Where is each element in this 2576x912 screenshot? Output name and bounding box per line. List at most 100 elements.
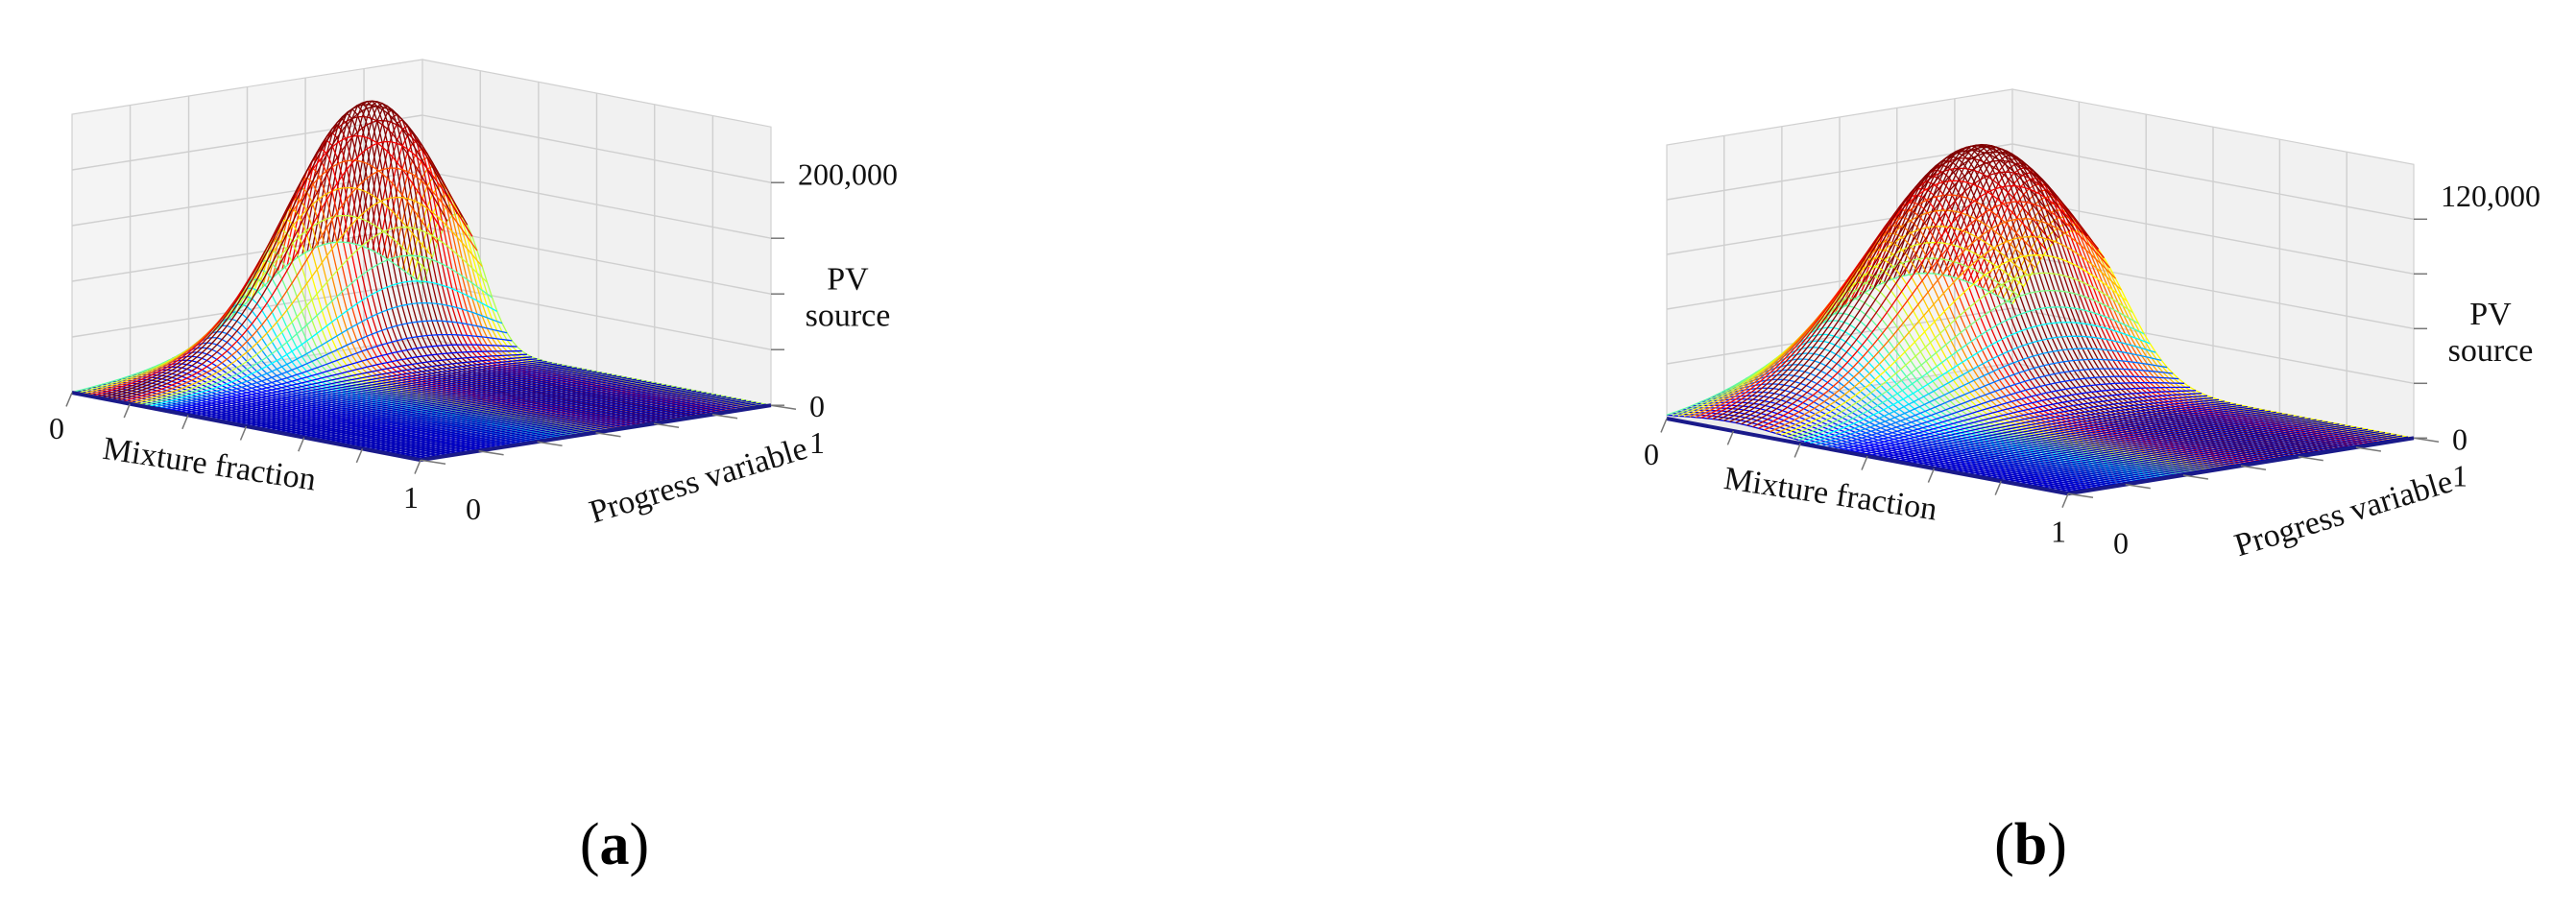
z-tick-label: 200,000 [798, 157, 898, 192]
surface-line-mf [1855, 393, 2203, 455]
y-axis-label: Progress variable [586, 431, 812, 531]
surface-line-mf [1775, 235, 2122, 435]
surface-line-mf [1838, 382, 2185, 451]
x-tick-label: 1 [403, 480, 419, 515]
surface-line-mf [371, 395, 722, 451]
surface-line-mf [280, 377, 632, 434]
caption-b: (b) [1994, 812, 2067, 877]
z-axis-label-line2: source [806, 299, 891, 334]
surface-line-mf [151, 302, 503, 409]
surface-line-mf [246, 371, 597, 427]
surface-line-mf [1764, 201, 2110, 431]
surface-line-mf [1907, 407, 2253, 465]
surface-line-mf [2050, 434, 2397, 492]
surface-line-mf [1752, 171, 2100, 428]
x-tick [355, 448, 364, 464]
surface-mesh-a [71, 100, 772, 463]
surface-line-mf [385, 397, 736, 454]
y-tick [2240, 465, 2267, 471]
gridline-left-z-a [71, 114, 423, 171]
surface-line-mf [171, 350, 522, 413]
surface-line-mf [271, 375, 622, 432]
surface-line-mf [1866, 396, 2214, 457]
x-axis-label: Mixture fraction [1721, 461, 1939, 528]
surface-line-mf [1787, 272, 2133, 438]
surface-line-mf [1976, 420, 2323, 478]
surface-line-mf [96, 115, 448, 397]
z-axis-label-line2: source [2448, 333, 2534, 369]
surface-line-mf [1964, 418, 2311, 475]
surface-line-mf [1827, 368, 2174, 448]
y-tick [2298, 455, 2323, 462]
y-tick [2182, 474, 2208, 480]
x-tick [1861, 455, 1868, 470]
surface-line-mf [2056, 435, 2403, 492]
surface-line-mf [346, 390, 697, 446]
surface-line-mf [132, 196, 483, 405]
gridline-left-z-b [1666, 307, 2013, 365]
panel-b: 0 1 Mixture fraction 0 1 Progress variable 0 12… [1287, 0, 2573, 912]
surface-line-mf [276, 376, 627, 433]
surface-line-mf [2005, 425, 2351, 483]
surface-line-mf [365, 394, 717, 450]
x-tick-label: 0 [1644, 437, 1659, 471]
surface-line-mf [1901, 405, 2248, 464]
surface-line-mf [1723, 145, 2071, 421]
surface-line-mf [1993, 423, 2340, 481]
surface-line-mf [251, 372, 602, 428]
surface-line-mf [316, 384, 667, 441]
surface-line-mf [410, 402, 761, 459]
surface-line-mf [146, 280, 498, 408]
surface-line-mf [1890, 403, 2236, 462]
surface-line-mf [1810, 335, 2156, 444]
surface-line-mf [1729, 143, 2077, 422]
surface-line-mf [136, 226, 488, 406]
surface-line-mf [1793, 290, 2139, 440]
surface-line-mf [1878, 400, 2225, 459]
y-tick [595, 431, 621, 438]
surface-line-mf [301, 381, 652, 438]
z-tick-label: 0 [2452, 421, 2468, 456]
surface-line-mf [205, 363, 558, 420]
surface-line-mf [1884, 401, 2230, 461]
surface-line-mf [1895, 404, 2242, 463]
gridline-back-z-b [2011, 198, 2415, 275]
y-tick-label: 1 [2452, 458, 2468, 492]
x-tick [298, 437, 305, 452]
surface-line-mf [1781, 253, 2128, 436]
x-tick [65, 392, 73, 407]
surface-line-mf [201, 362, 552, 419]
caption-a: (a) [579, 812, 650, 877]
surface-line-mf [1872, 398, 2220, 458]
gridline-left-z-b [1666, 198, 2013, 255]
surface-line-mf [1758, 184, 2106, 429]
surface-line-mf [211, 364, 563, 420]
surface-line-mf [1706, 167, 2054, 420]
surface-line-mf [1689, 209, 2036, 418]
surface-line-mf [255, 372, 607, 429]
surface-line-mf [310, 383, 662, 440]
surface-line-mf [141, 254, 493, 407]
surface-line-mf [1861, 395, 2208, 456]
surface-line-mf [230, 368, 582, 424]
surface-line-mf [121, 140, 473, 403]
surface-line-mf [1970, 419, 2317, 476]
surface-line-mf [405, 401, 757, 458]
surface-line-mf [1982, 420, 2328, 479]
surface-line-mf [1987, 421, 2334, 480]
panel-a: 0 1 Mixture fraction 0 1 Progress variable 0 20… [0, 0, 1287, 912]
surface-line-mf [1741, 151, 2088, 425]
surface-line-mf [285, 378, 638, 435]
surface-line-mf [186, 358, 538, 416]
surface-line-mf [1953, 416, 2299, 473]
surface-line-mf [71, 241, 423, 394]
surface-line-mf [126, 167, 478, 404]
surface-line-mf [1941, 414, 2288, 471]
z-tick-label: 0 [809, 389, 825, 423]
surface-line-mf [335, 388, 686, 444]
surface-line-mf [261, 373, 613, 430]
surface-line-mf [321, 385, 672, 442]
y-tick-label: 0 [466, 492, 481, 526]
surface-line-mf [1672, 257, 2019, 417]
gridline-left-z-a [71, 281, 423, 338]
